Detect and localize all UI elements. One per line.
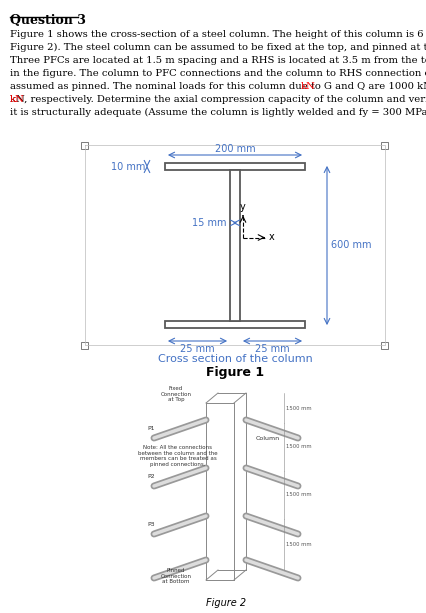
Bar (164, 163, 304, 170)
Text: Pinned
Connection
at Bottom: Pinned Connection at Bottom (160, 568, 191, 584)
Text: Cross section of the column: Cross section of the column (157, 354, 312, 364)
Bar (164, 321, 304, 328)
Text: kN, respectively. Determine the axial compression capacity of the column and ver: kN, respectively. Determine the axial co… (10, 95, 426, 104)
Text: kN: kN (10, 95, 25, 104)
Bar (380, 142, 388, 148)
Text: Figure 1 shows the cross-section of a steel column. The height of this column is: Figure 1 shows the cross-section of a st… (10, 30, 426, 39)
Text: 1500 mm: 1500 mm (285, 406, 311, 411)
Bar (230, 170, 239, 321)
Text: x: x (268, 232, 274, 243)
Text: Question 3: Question 3 (10, 14, 86, 27)
Bar (380, 341, 388, 349)
Text: P1: P1 (147, 427, 154, 432)
Text: 1500 mm: 1500 mm (285, 542, 311, 547)
Text: in the figure. The column to PFC connections and the column to RHS connection ca: in the figure. The column to PFC connect… (10, 69, 426, 78)
Text: assumed as pinned. The nominal loads for this column due to G and Q are 1000 kN : assumed as pinned. The nominal loads for… (10, 82, 426, 91)
Text: kN: kN (300, 82, 315, 91)
Text: Fixed
Connection
at Top: Fixed Connection at Top (160, 386, 191, 402)
Bar (81, 341, 88, 349)
Text: Figure 1: Figure 1 (205, 366, 263, 379)
Text: Figure 2: Figure 2 (205, 598, 245, 608)
Text: 25 mm: 25 mm (180, 344, 214, 354)
Text: Figure 2). The steel column can be assumed to be fixed at the top, and pinned at: Figure 2). The steel column can be assum… (10, 43, 426, 52)
Text: 1500 mm: 1500 mm (285, 492, 311, 498)
Text: 10 mm: 10 mm (110, 161, 145, 172)
Text: P3: P3 (147, 522, 155, 528)
Text: y: y (239, 202, 245, 211)
Text: 1500 mm: 1500 mm (285, 444, 311, 449)
Text: Column: Column (256, 435, 279, 441)
Bar (81, 142, 88, 148)
Text: 600 mm: 600 mm (330, 240, 371, 251)
Text: 200 mm: 200 mm (214, 144, 255, 154)
Text: 15 mm: 15 mm (192, 218, 227, 228)
Text: Three PFCs are located at 1.5 m spacing and a RHS is located at 3.5 m from the t: Three PFCs are located at 1.5 m spacing … (10, 56, 426, 65)
Text: it is structurally adequate (Assume the column is lightly welded and fy = 300 MP: it is structurally adequate (Assume the … (10, 108, 426, 117)
Text: P2: P2 (147, 474, 155, 479)
Text: 25 mm: 25 mm (255, 344, 289, 354)
Text: Note: All the connections
between the column and the
members can be treated as
p: Note: All the connections between the co… (138, 445, 217, 467)
